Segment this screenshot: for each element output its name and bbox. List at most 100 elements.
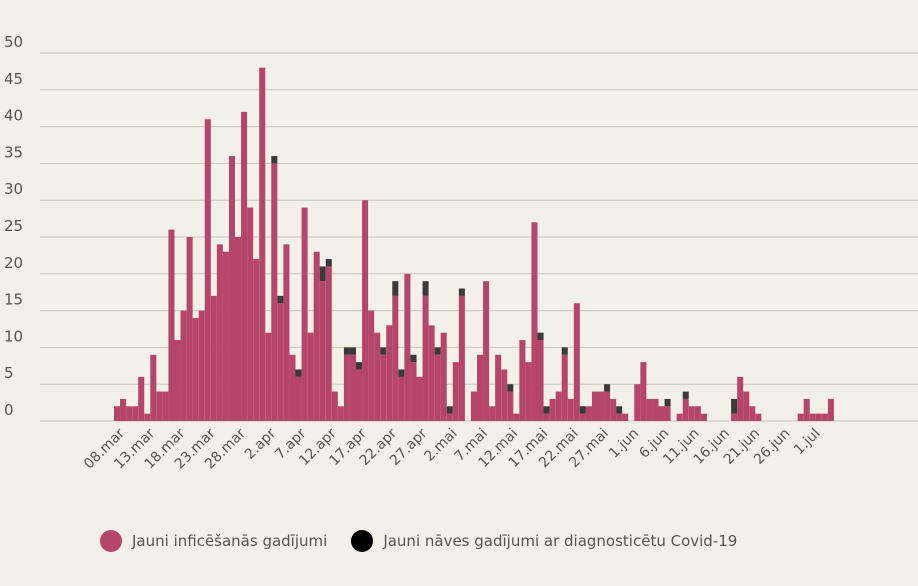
bar-cases bbox=[688, 406, 695, 421]
y-tick-label: 25 bbox=[4, 217, 23, 235]
bar-cases bbox=[682, 398, 689, 421]
bar-cases bbox=[622, 413, 629, 421]
bar-cases bbox=[700, 413, 707, 421]
bar-deaths bbox=[507, 384, 514, 392]
bar-cases bbox=[422, 295, 429, 421]
bar-cases bbox=[228, 156, 235, 422]
bar-cases bbox=[470, 391, 477, 421]
bar-cases bbox=[216, 244, 223, 421]
bar-cases bbox=[573, 303, 580, 421]
bar-deaths bbox=[731, 398, 738, 414]
bar-cases bbox=[658, 406, 665, 421]
legend-label-deaths: Jauni nāves gadījumi ar diagnosticētu Co… bbox=[383, 532, 738, 550]
bar-cases bbox=[446, 413, 453, 421]
bar-cases bbox=[186, 237, 193, 421]
bar-deaths bbox=[664, 398, 671, 407]
bar-deaths bbox=[319, 266, 326, 282]
bar-deaths bbox=[543, 406, 550, 414]
bar-cases bbox=[737, 376, 744, 421]
legend-swatch-cases bbox=[100, 530, 122, 552]
bar-cases bbox=[434, 354, 441, 421]
bar-deaths bbox=[380, 347, 387, 355]
bar-cases bbox=[610, 398, 617, 421]
bar-cases bbox=[489, 406, 496, 421]
bar-cases bbox=[410, 362, 417, 421]
bar-deaths bbox=[356, 362, 363, 370]
bar-cases bbox=[301, 207, 308, 421]
bar-cases bbox=[362, 200, 369, 421]
bar-cases bbox=[507, 391, 514, 421]
bar-cases bbox=[416, 376, 423, 421]
bar-cases bbox=[114, 406, 121, 421]
bar-cases bbox=[809, 413, 816, 421]
bar-cases bbox=[144, 413, 151, 421]
bar-deaths bbox=[277, 295, 284, 304]
bar-cases bbox=[325, 266, 332, 421]
bar-cases bbox=[458, 295, 465, 421]
bar-cases bbox=[743, 391, 750, 421]
bar-cases bbox=[549, 398, 556, 421]
bar-cases bbox=[150, 354, 157, 421]
bar-cases bbox=[821, 413, 828, 421]
bar-cases bbox=[277, 303, 284, 421]
bar-cases bbox=[307, 332, 314, 421]
y-tick-label: 20 bbox=[4, 254, 23, 272]
bar-cases bbox=[349, 354, 356, 421]
bar-cases bbox=[428, 325, 435, 421]
bar-cases bbox=[210, 295, 217, 421]
bar-cases bbox=[386, 325, 393, 421]
bar-deaths bbox=[561, 347, 568, 355]
bar-deaths bbox=[604, 384, 611, 392]
bar-cases bbox=[440, 332, 447, 421]
bar-deaths bbox=[325, 259, 332, 267]
bar-cases bbox=[380, 354, 387, 421]
bar-deaths bbox=[295, 369, 302, 377]
bar-cases bbox=[652, 398, 659, 421]
bar-cases bbox=[585, 406, 592, 421]
bar-cases bbox=[664, 406, 671, 421]
bar-cases bbox=[561, 354, 568, 421]
bar-cases bbox=[162, 391, 169, 421]
bar-cases bbox=[531, 222, 538, 421]
bar-cases bbox=[555, 391, 562, 421]
bar-cases bbox=[138, 376, 145, 421]
bar-cases bbox=[827, 398, 834, 421]
y-tick-label: 35 bbox=[4, 143, 23, 161]
bar-cases bbox=[253, 259, 260, 421]
bar-cases bbox=[235, 237, 242, 421]
bar-cases bbox=[271, 163, 278, 421]
bar-cases bbox=[313, 251, 320, 421]
bar-deaths bbox=[458, 288, 465, 296]
y-tick-label: 0 bbox=[4, 401, 14, 419]
y-tick-label: 45 bbox=[4, 70, 23, 88]
y-tick-label: 5 bbox=[4, 364, 14, 382]
y-tick-label: 10 bbox=[4, 327, 23, 345]
bar-cases bbox=[513, 413, 520, 421]
bar-cases bbox=[319, 281, 326, 421]
bar-deaths bbox=[616, 406, 623, 414]
bar-deaths bbox=[682, 391, 689, 399]
bar-deaths bbox=[410, 354, 417, 363]
bar-cases bbox=[646, 398, 653, 421]
bar-cases bbox=[247, 207, 254, 421]
bar-deaths bbox=[537, 332, 544, 341]
bar-cases bbox=[591, 391, 598, 421]
x-tick-label: 1.jul bbox=[791, 426, 824, 459]
legend-label-cases: Jauni inficēšanās gadījumi bbox=[132, 532, 328, 550]
bar-cases bbox=[331, 391, 338, 421]
bar-cases bbox=[374, 332, 381, 421]
bar-cases bbox=[501, 369, 508, 421]
bar-cases bbox=[537, 340, 544, 421]
bar-cases bbox=[174, 340, 181, 421]
bar-deaths bbox=[579, 406, 586, 414]
bar-cases bbox=[495, 354, 502, 421]
bar-cases bbox=[640, 362, 647, 421]
y-tick-label: 15 bbox=[4, 291, 23, 309]
bar-cases bbox=[156, 391, 163, 421]
bar-cases bbox=[283, 244, 290, 421]
bar-cases bbox=[241, 111, 248, 421]
bar-cases bbox=[204, 119, 211, 422]
bar-cases bbox=[398, 376, 405, 421]
